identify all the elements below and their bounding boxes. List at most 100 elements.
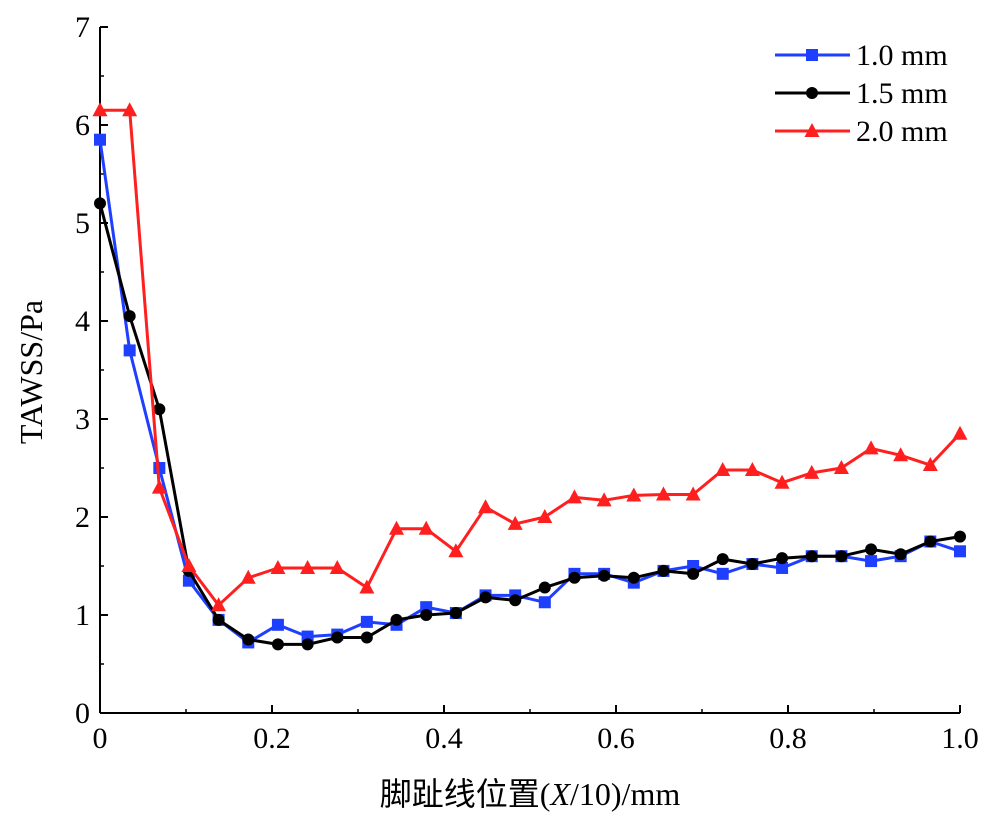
- data-point: [626, 487, 642, 502]
- y-tick-label: 6: [75, 109, 90, 142]
- data-point: [598, 569, 611, 582]
- y-tick-label: 2: [75, 501, 90, 534]
- data-point: [596, 492, 612, 507]
- legend: 1.0 mm 1.5 mm 2.0 mm: [775, 39, 948, 148]
- legend-marker: [804, 123, 820, 137]
- legend-label: 2.0 mm: [856, 115, 948, 148]
- data-point: [94, 133, 106, 146]
- legend-marker: [806, 49, 818, 61]
- data-point: [389, 520, 405, 535]
- data-point: [240, 569, 256, 584]
- data-point: [242, 633, 255, 646]
- data-point: [538, 581, 551, 594]
- data-point: [776, 552, 789, 565]
- data-point: [420, 609, 433, 621]
- data-point: [655, 486, 671, 501]
- series-line: [100, 108, 962, 607]
- x-tick-label: 0.6: [597, 722, 635, 755]
- x-tick-label: 0: [93, 722, 108, 755]
- data-point: [300, 559, 316, 574]
- data-point: [449, 607, 462, 620]
- x-tick-label: 0.2: [253, 722, 291, 755]
- data-point: [360, 631, 373, 644]
- data-point: [271, 638, 284, 651]
- y-axis-label: TAWSS/Pa: [13, 300, 49, 444]
- data-point: [687, 567, 700, 580]
- series-line: [98, 139, 961, 644]
- data-point: [657, 564, 670, 577]
- data-point: [893, 447, 909, 462]
- x-axis-label: 脚趾线位置(X/10)/mm: [380, 776, 681, 812]
- data-point: [478, 499, 494, 514]
- data-point: [954, 530, 966, 543]
- data-point: [924, 535, 937, 548]
- data-point: [92, 102, 108, 117]
- y-tick-label: 7: [75, 11, 90, 44]
- data-point: [894, 548, 907, 561]
- data-point: [123, 344, 136, 357]
- y-tick-label: 0: [75, 697, 90, 730]
- data-point: [863, 440, 879, 455]
- y-tick-label: 1: [75, 599, 90, 632]
- x-axis-label-suffix: /10)/mm: [570, 776, 680, 812]
- data-point: [122, 102, 138, 117]
- legend-item: 1.0 mm: [775, 39, 948, 72]
- data-point: [715, 461, 731, 476]
- data-point: [805, 550, 818, 563]
- y-tick-label: 5: [75, 207, 90, 240]
- x-tick-label: 1.0: [941, 722, 979, 755]
- data-point: [418, 520, 434, 535]
- x-axis-label-italic: X: [548, 776, 571, 812]
- data-point: [952, 425, 968, 440]
- data-point: [123, 310, 136, 323]
- data-point: [479, 591, 492, 604]
- y-tick-label: 3: [75, 403, 90, 436]
- data-point: [212, 613, 225, 626]
- data-point: [271, 618, 284, 631]
- data-point: [390, 613, 403, 626]
- data-point: [211, 597, 227, 612]
- data-point: [151, 479, 167, 494]
- series-1-5-mm: [94, 197, 966, 651]
- data-point: [538, 596, 551, 609]
- data-point: [685, 486, 701, 501]
- data-point: [359, 579, 375, 594]
- data-point: [746, 558, 759, 571]
- data-point: [94, 197, 106, 210]
- series-2-0-mm: [92, 102, 968, 612]
- data-point: [776, 561, 789, 574]
- data-point: [448, 543, 464, 558]
- data-point: [270, 559, 286, 574]
- data-point: [954, 545, 966, 558]
- y-axis: 0 1 2 3 4 5 6 7: [75, 11, 108, 730]
- data-point: [181, 558, 197, 572]
- x-axis-label-prefix: 脚趾线位置(: [380, 776, 551, 812]
- x-tick-label: 0.4: [425, 722, 463, 755]
- data-point: [331, 631, 344, 644]
- data-point: [627, 571, 640, 584]
- series-layer: [92, 102, 968, 651]
- data-point: [509, 594, 522, 607]
- legend-item: 1.5 mm: [775, 77, 948, 110]
- legend-item: 2.0 mm: [775, 115, 948, 148]
- data-point: [774, 474, 790, 489]
- series-line: [98, 203, 961, 646]
- series-1-0-mm: [94, 133, 966, 649]
- data-point: [507, 515, 523, 530]
- data-point: [865, 543, 878, 556]
- data-point: [922, 457, 938, 472]
- data-point: [537, 509, 553, 523]
- data-point: [744, 461, 760, 476]
- data-point: [804, 464, 820, 479]
- data-point: [360, 615, 373, 628]
- data-point: [568, 571, 581, 584]
- y-tick-label: 4: [75, 305, 90, 338]
- data-point: [301, 638, 314, 651]
- data-point: [329, 559, 345, 574]
- x-tick-label: 0.8: [769, 722, 807, 755]
- x-axis: 0 0.2 0.4 0.6 0.8 1.0: [93, 705, 979, 755]
- legend-label: 1.0 mm: [856, 39, 948, 72]
- data-point: [716, 553, 729, 566]
- data-point: [835, 550, 848, 563]
